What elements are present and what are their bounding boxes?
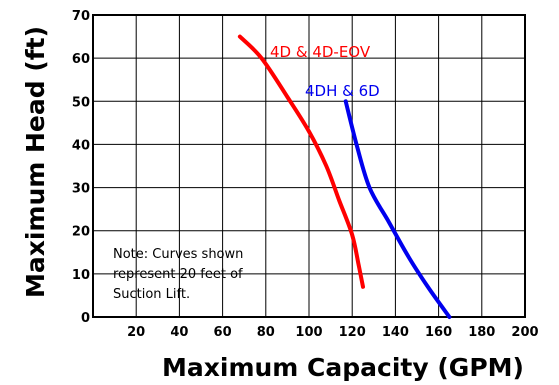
y-tick-label: 20: [72, 225, 90, 240]
note-line-3: Suction Lift.: [113, 287, 190, 302]
y-tick-label: 10: [72, 268, 90, 283]
y-axis-ticks: 0 10 20 30 40 50 60 70: [72, 9, 90, 326]
y-tick-label: 30: [72, 182, 90, 197]
series-line-4d-4d-eov: [237, 34, 365, 289]
x-tick-label: 140: [382, 325, 409, 340]
y-tick-label: 70: [72, 9, 90, 24]
series-layer: [237, 34, 452, 319]
y-tick-label: 40: [72, 138, 90, 153]
x-tick-label: 120: [339, 325, 366, 340]
series-label-4d: 4D & 4D-EOV: [270, 43, 371, 61]
x-axis-ticks: 20 40 60 80 100 120 140 160 180 200: [127, 325, 538, 340]
y-tick-label: 60: [72, 52, 90, 67]
x-tick-label: 80: [257, 325, 275, 340]
note-line-1: Note: Curves shown: [113, 247, 243, 262]
x-axis-title: Maximum Capacity (GPM): [162, 353, 524, 382]
x-tick-label: 40: [170, 325, 188, 340]
x-tick-label: 100: [295, 325, 322, 340]
x-tick-label: 160: [425, 325, 452, 340]
series-label-4dh: 4DH & 6D: [305, 82, 380, 100]
plot-frame: [92, 14, 526, 318]
y-tick-label: 50: [72, 95, 90, 110]
y-axis-title: Maximum Head (ft): [21, 26, 50, 298]
x-tick-label: 20: [127, 325, 145, 340]
plot-area: [92, 14, 526, 318]
x-tick-label: 60: [214, 325, 232, 340]
series-line-4dh-6d: [343, 99, 452, 319]
y-tick-label: 0: [81, 311, 90, 326]
note-line-2: represent 20 feet of: [113, 267, 243, 282]
note-box: Note: Curves shown represent 20 feet of …: [113, 247, 243, 302]
x-tick-label: 180: [468, 325, 495, 340]
x-tick-label: 200: [511, 325, 538, 340]
